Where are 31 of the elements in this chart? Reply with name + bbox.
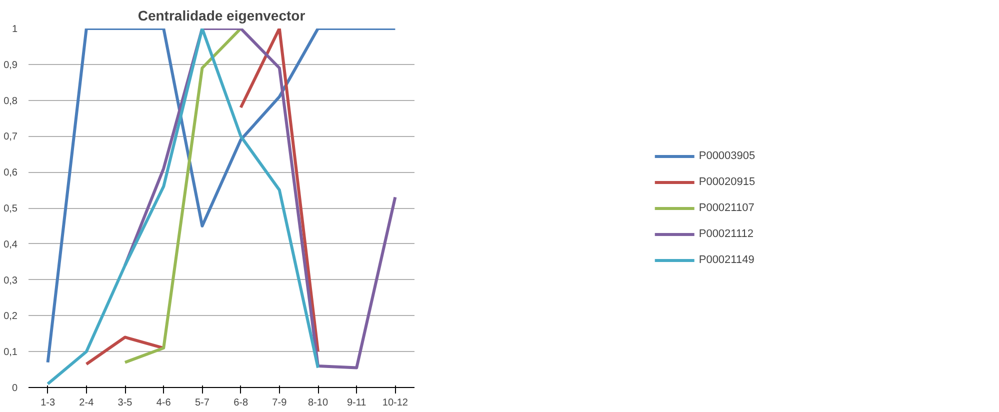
y-tick-label: 0,5 xyxy=(4,204,18,214)
y-tick-label: 1 xyxy=(12,24,18,35)
x-tick-label: 4-6 xyxy=(156,398,172,408)
x-tick-label: 8-10 xyxy=(308,398,328,408)
x-tick-label: 3-5 xyxy=(118,398,133,408)
x-tick-label: 1-3 xyxy=(40,398,56,408)
chart-title: Centralidade eigenvector xyxy=(138,8,306,24)
y-tick-label: 0,9 xyxy=(4,60,18,71)
line-series xyxy=(46,28,320,386)
x-tick-label: 2-4 xyxy=(79,398,94,408)
legend-label: P00020915 xyxy=(698,176,756,188)
x-tick-label: 7-9 xyxy=(272,398,288,408)
y-tick-label: 0 xyxy=(12,383,18,394)
legend-label: P00021149 xyxy=(698,254,754,266)
line-series xyxy=(124,28,242,364)
y-tick-label: 0,4 xyxy=(4,239,18,250)
y-tick-label: 0,8 xyxy=(4,96,18,107)
line-series xyxy=(124,28,397,370)
legend-label: P00021107 xyxy=(698,202,754,214)
y-tick-label: 0,1 xyxy=(4,347,18,358)
x-tick-label: 5-7 xyxy=(194,398,210,408)
legend-label: P00003905 xyxy=(698,150,756,162)
x-tick-label: 10-12 xyxy=(382,398,408,408)
y-tick-label: 0,2 xyxy=(4,311,18,322)
line-series xyxy=(46,28,397,364)
y-tick-label: 0,7 xyxy=(4,132,18,143)
x-tick-label: 9-11 xyxy=(346,398,367,408)
y-tick-label: 0,3 xyxy=(4,275,18,286)
legend-label: P00021112 xyxy=(698,228,754,240)
y-tick-label: 0,6 xyxy=(4,168,18,179)
x-tick-label: 6-8 xyxy=(234,398,248,408)
